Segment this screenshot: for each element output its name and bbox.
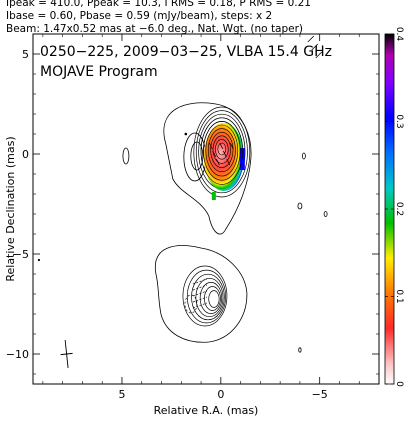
y-tick-label: 0 xyxy=(22,148,29,161)
contour-isolated xyxy=(297,202,303,210)
header-line-3: Beam: 1.47x0.52 mas at −6.0 deg., Nat. W… xyxy=(6,23,304,35)
contour-south xyxy=(191,273,225,321)
plot-subtitle: MOJAVE Program xyxy=(40,64,158,80)
contour-outer-south xyxy=(154,245,248,343)
contour-south-dashed xyxy=(192,302,208,309)
contour-south-dashed xyxy=(192,290,208,297)
evpa-tick xyxy=(222,150,227,158)
contour-core-overlay xyxy=(203,121,241,181)
contour-core-overlay xyxy=(205,124,239,177)
contour-isolated xyxy=(301,152,306,160)
colorbar: 0 0.1 0.2 0.3 0.4 xyxy=(384,27,404,387)
evpa-tick xyxy=(215,158,220,166)
x-tick-label: 5 xyxy=(118,388,125,401)
point-marker xyxy=(184,132,188,136)
contour-feature-top-right xyxy=(307,35,323,59)
contour-south-dashed xyxy=(192,278,208,285)
x-tick-label: 0 xyxy=(217,388,224,401)
evpa-tick xyxy=(219,142,224,150)
evpa-tick xyxy=(212,150,217,158)
colorbar-tick-label: 0.4 xyxy=(394,27,404,42)
polarization-fragment xyxy=(211,192,216,200)
contour-core xyxy=(195,110,248,194)
contour-isolated xyxy=(298,347,302,353)
contour-south-dashed xyxy=(192,284,208,291)
contour-south xyxy=(195,277,224,318)
plot-title: 0250−225, 2009−03−25, VLBA 15.4 GHz xyxy=(40,44,332,60)
y-tick-label: −5 xyxy=(13,248,29,261)
point-marker xyxy=(37,258,41,262)
colorbar-tick-label: 0.3 xyxy=(394,114,404,128)
y-tick-label: 5 xyxy=(22,48,29,61)
contour-south xyxy=(186,269,226,324)
contour-core-overlay xyxy=(200,117,243,185)
contour-isolated xyxy=(323,211,328,217)
plot-frame xyxy=(32,33,380,385)
x-axis-label: Relative R.A. (mas) xyxy=(154,404,259,417)
evpa-tick xyxy=(208,142,213,150)
contour-south xyxy=(208,290,220,308)
header-line-1: Ipeak = 410.0, Ppeak = 10.3, I RMS = 0.1… xyxy=(6,0,311,9)
y-axis-label: Relative Declination (mas) xyxy=(4,136,17,281)
contour-core-overlay xyxy=(207,128,236,173)
evpa-tick xyxy=(226,158,231,166)
beam-minor-axis xyxy=(60,352,73,356)
contour-isolated xyxy=(122,147,130,165)
y-tick-label: −10 xyxy=(6,348,29,361)
contour-south xyxy=(182,265,228,327)
contour-core-overlay xyxy=(215,139,229,160)
contour-south xyxy=(204,286,221,311)
contour-core-overlay xyxy=(210,131,234,168)
contour-outer-north xyxy=(163,102,252,235)
colorbar-tick-label: 0.2 xyxy=(394,202,404,216)
colorbar-tick-label: 0.1 xyxy=(394,289,404,303)
x-tick-label: −5 xyxy=(312,388,328,401)
contour-core xyxy=(193,106,251,198)
evpa-tick xyxy=(229,142,234,150)
contour-south-dashed xyxy=(192,296,208,303)
contour-core-overlay xyxy=(212,135,231,164)
header-line-2: Ibase = 0.60, Pbase = 0.59 (mJy/beam), s… xyxy=(6,10,273,22)
contour-south xyxy=(199,282,223,314)
contour-south-dashed xyxy=(184,294,198,314)
contour-core-overlay xyxy=(217,142,227,156)
colorbar-tick-label: 0 xyxy=(394,381,404,387)
